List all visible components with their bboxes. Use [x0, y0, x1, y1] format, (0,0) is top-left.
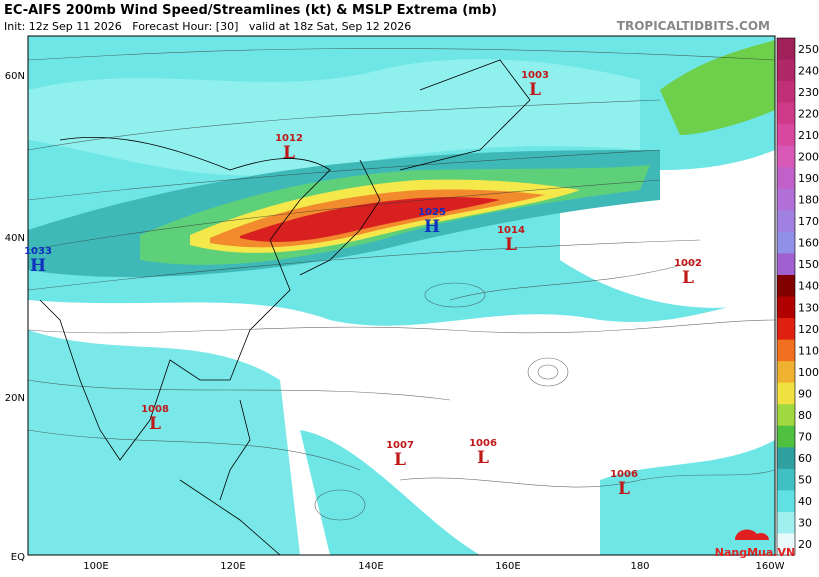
colorbar-segment [777, 533, 795, 556]
colorbar-label: 160 [798, 237, 819, 250]
wind-field [28, 36, 775, 555]
colorbar-label: 200 [798, 150, 819, 163]
lon-label: 160W [756, 561, 785, 572]
colorbar-label: 170 [798, 215, 819, 228]
lon-label: 180 [630, 561, 649, 572]
pressure-symbol: L [529, 80, 541, 100]
colorbar-segment [777, 339, 795, 362]
colorbar-label: 90 [798, 387, 812, 400]
lat-label: 40N [5, 233, 25, 244]
colorbar-segment [777, 447, 795, 470]
colorbar-segment [777, 404, 795, 427]
lat-label: 60N [5, 71, 25, 82]
lon-label: 160E [495, 561, 520, 572]
pressure-value: 1014 [497, 225, 525, 236]
colorbar-segment [777, 382, 795, 405]
colorbar-segment [777, 318, 795, 341]
pressure-value: 1033 [24, 246, 52, 257]
colorbar-segment [777, 81, 795, 104]
site-credit: TROPICALTIDBITS.COM [617, 19, 770, 33]
colorbar-label: 50 [798, 474, 812, 487]
colorbar-label: 150 [798, 258, 819, 271]
colorbar-label: 110 [798, 344, 819, 357]
pressure-value: 1012 [275, 133, 303, 144]
pressure-symbol: L [682, 268, 694, 288]
lon-label: 120E [220, 561, 245, 572]
watermark: NangMua.VN [715, 546, 795, 559]
colorbar-segment [777, 38, 795, 61]
pressure-symbol: L [394, 450, 406, 470]
colorbar-label: 230 [798, 86, 819, 99]
pressure-symbol: L [618, 479, 630, 499]
pressure-value: 1025 [418, 207, 446, 218]
pressure-value: 1006 [469, 438, 497, 449]
colorbar-label: 120 [798, 323, 819, 336]
colorbar-label: 70 [798, 431, 812, 444]
colorbar-segment [777, 102, 795, 125]
colorbar-label: 60 [798, 452, 812, 465]
colorbar-label: 40 [798, 495, 812, 508]
lat-label: 20N [5, 393, 25, 404]
colorbar-segment [777, 124, 795, 147]
colorbar-segment [777, 468, 795, 491]
pressure-value: 1007 [386, 440, 414, 451]
colorbar-label: 140 [798, 280, 819, 293]
colorbar-label: 30 [798, 517, 812, 530]
map-frame [27, 35, 776, 556]
colorbar-label: 240 [798, 64, 819, 77]
colorbar-segment [777, 231, 795, 254]
colorbar-segment [777, 296, 795, 319]
pressure-value: 1006 [610, 469, 638, 480]
colorbar-label: 180 [798, 194, 819, 207]
colorbar-segment [777, 361, 795, 384]
pressure-symbol: H [424, 217, 440, 237]
colorbar-label: 210 [798, 129, 819, 142]
colorbar-label: 250 [798, 43, 819, 56]
pressure-value: 1008 [141, 404, 169, 415]
colorbar-segment [777, 425, 795, 448]
colorbar-segment [777, 167, 795, 190]
colorbar-label: 20 [798, 538, 812, 551]
colorbar-label: 130 [798, 301, 819, 314]
lon-label: 140E [358, 561, 383, 572]
colorbar-segment [777, 59, 795, 82]
pressure-symbol: L [149, 414, 161, 434]
watermark-icon [734, 529, 769, 540]
pressure-symbol: H [30, 256, 46, 276]
colorbar-segment [777, 253, 795, 276]
subtitle: Init: 12z Sep 11 2026 Forecast Hour: [30… [4, 20, 411, 33]
colorbar-segment [777, 210, 795, 233]
colorbar-segment [777, 145, 795, 168]
colorbar-segment [777, 490, 795, 513]
colorbar-frame [776, 37, 796, 556]
lon-label: 100E [83, 561, 108, 572]
colorbar: 250 240 230 220 210 200 190 180 170 160 150 140 130 1… [776, 37, 819, 556]
colorbar-label: 220 [798, 107, 819, 120]
colorbar-segment [777, 274, 795, 297]
colorbar-segment [777, 511, 795, 534]
pressure-value: 1002 [674, 258, 702, 269]
pressure-symbol: L [477, 448, 489, 468]
colorbar-label: 80 [798, 409, 812, 422]
pressure-value: 1003 [521, 70, 549, 81]
colorbar-label: 100 [798, 366, 819, 379]
pressure-symbol: L [505, 235, 517, 255]
pressure-symbol: L [283, 143, 295, 163]
lat-label: EQ [11, 552, 25, 563]
colorbar-label: 190 [798, 172, 819, 185]
colorbar-segment [777, 188, 795, 211]
title: EC-AIFS 200mb Wind Speed/Streamlines (kt… [4, 3, 497, 18]
